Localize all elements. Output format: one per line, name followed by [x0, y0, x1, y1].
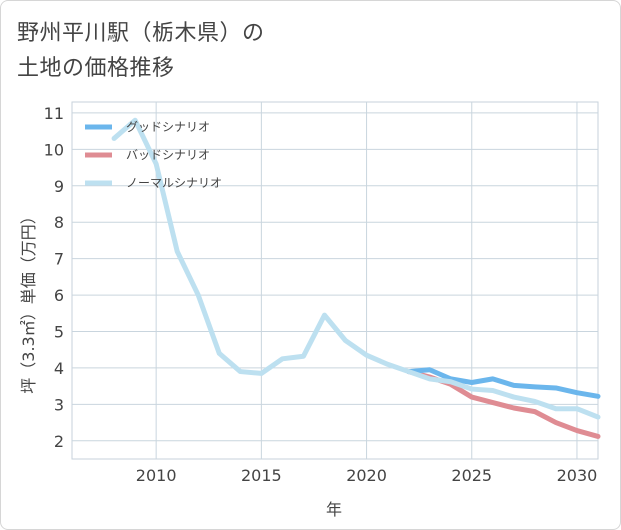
y-tick-label: 3 [54, 395, 64, 414]
y-tick-label: 6 [54, 286, 64, 305]
y-tick-label: 10 [44, 140, 64, 159]
legend-label: バッドシナリオ [126, 148, 210, 162]
series-line-good [406, 367, 601, 399]
chart-title: 野州平川駅（栃木県）の 土地の価格推移 [17, 16, 265, 86]
y-axis-label: 坪（3.3㎡）単価（万円） [19, 208, 38, 393]
legend-label: ノーマルシナリオ [126, 176, 222, 190]
chart-title-line1: 野州平川駅（栃木県）の [17, 21, 265, 46]
x-tick-label: 2025 [451, 466, 492, 485]
x-axis-label: 年 [326, 500, 342, 519]
y-tick-label: 11 [44, 104, 64, 123]
y-tick-label: 5 [54, 323, 64, 342]
y-tick-label: 4 [54, 359, 64, 378]
tick-labels: 2010 2015 2020 2025 2030 2 3 4 5 6 7 8 9 10 11 [44, 104, 598, 485]
chart-title-line2: 土地の価格推移 [17, 56, 175, 81]
y-tick-label: 2 [54, 432, 64, 451]
x-tick-label: 2020 [346, 466, 387, 485]
legend-label: グッドシナリオ [126, 120, 210, 134]
x-tick-label: 2010 [136, 466, 177, 485]
y-tick-label: 8 [54, 213, 64, 232]
grid [72, 102, 598, 459]
x-tick-label: 2015 [241, 466, 282, 485]
series-line-normal [111, 117, 601, 420]
series-lines [111, 117, 601, 439]
x-tick-label: 2030 [557, 466, 598, 485]
y-tick-label: 9 [54, 177, 64, 196]
plot-area [71, 101, 599, 460]
y-tick-label: 7 [54, 250, 64, 269]
